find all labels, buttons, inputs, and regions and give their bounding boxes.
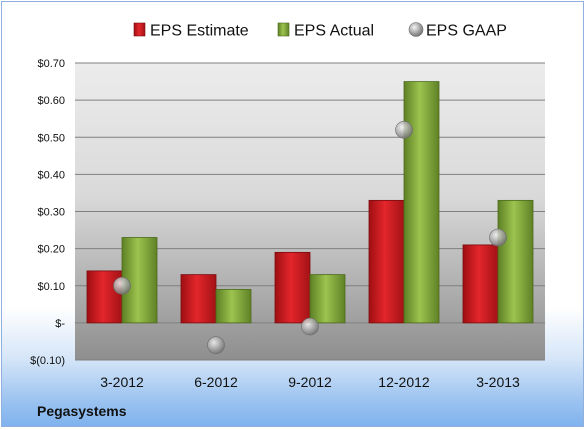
x-tick-label: 9-2012	[288, 374, 332, 390]
y-tick-label: $(0.10)	[30, 355, 65, 367]
legend-eps-gaap-label: EPS GAAP	[426, 23, 507, 40]
y-tick-label: $0.30	[37, 207, 65, 219]
x-tick-label: 3-2012	[100, 374, 144, 390]
y-tick-label: $-	[55, 318, 65, 330]
eps-estimate-bar	[462, 244, 499, 324]
eps-gaap-marker	[395, 121, 413, 139]
eps-chart: $(0.10) $- $0.10 $0.20 $0.30 $0.40 $0.50 $0.60 $…	[30, 22, 545, 390]
eps-gaap-marker	[113, 276, 131, 295]
x-tick-label: 6-2012	[194, 374, 238, 390]
company-label: Pegasystems	[37, 403, 127, 419]
y-tick-label: $0.70	[37, 58, 65, 70]
eps-gaap-marker	[207, 336, 225, 354]
eps-estimate-bar	[368, 199, 405, 324]
eps-gaap-marker	[301, 317, 319, 336]
eps-actual-bar	[215, 289, 252, 324]
y-tick-label: $0.10	[37, 281, 65, 293]
legend-eps-actual-label: EPS Actual	[294, 23, 374, 40]
legend-eps-estimate-swatch	[133, 22, 146, 37]
legend-eps-gaap-swatch	[408, 22, 424, 37]
eps-actual-bar	[309, 274, 346, 324]
legend-eps-actual-swatch	[277, 22, 290, 37]
eps-gaap-marker	[489, 228, 507, 247]
eps-actual-bar	[497, 199, 534, 324]
x-tick-label: 3-2013	[476, 374, 520, 390]
y-tick-label: $0.50	[37, 132, 65, 144]
eps-estimate-bar	[274, 251, 311, 324]
legend-eps-estimate-label: EPS Estimate	[150, 23, 249, 40]
eps-estimate-bar	[180, 274, 217, 324]
y-tick-label: $0.40	[37, 169, 65, 181]
x-tick-label: 12-2012	[378, 374, 430, 390]
y-tick-label: $0.60	[37, 95, 65, 107]
eps-actual-bar	[403, 81, 440, 324]
y-tick-label: $0.20	[37, 244, 65, 256]
